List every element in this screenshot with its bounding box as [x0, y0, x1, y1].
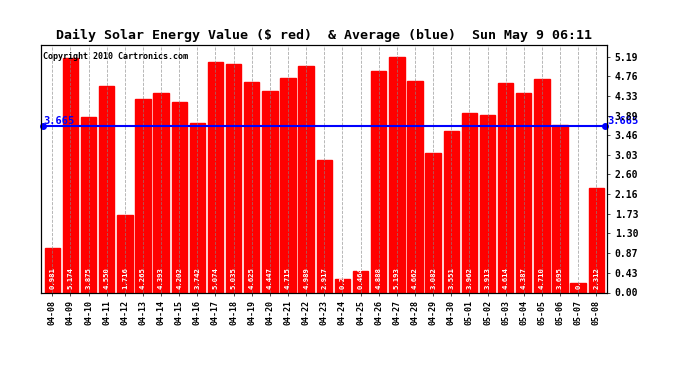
- Text: 4.387: 4.387: [521, 267, 526, 289]
- Text: 4.710: 4.710: [539, 267, 545, 289]
- Bar: [462, 112, 477, 292]
- Text: 5.174: 5.174: [68, 267, 73, 289]
- Text: 5.193: 5.193: [394, 267, 400, 289]
- Bar: [190, 123, 205, 292]
- Text: 3.665: 3.665: [607, 116, 638, 126]
- Text: 0.464: 0.464: [357, 267, 364, 289]
- Bar: [571, 283, 586, 292]
- Text: 3.082: 3.082: [430, 267, 436, 289]
- Bar: [135, 99, 150, 292]
- Bar: [81, 117, 97, 292]
- Text: 4.393: 4.393: [158, 267, 164, 289]
- Text: 0.213: 0.213: [575, 267, 581, 289]
- Text: 4.447: 4.447: [267, 267, 273, 289]
- Text: 0.981: 0.981: [49, 267, 55, 289]
- Text: 3.962: 3.962: [466, 267, 473, 289]
- Text: 4.989: 4.989: [303, 267, 309, 289]
- Bar: [480, 115, 495, 292]
- Bar: [244, 82, 259, 292]
- Text: 4.265: 4.265: [140, 267, 146, 289]
- Text: 2.917: 2.917: [322, 267, 327, 289]
- Bar: [426, 153, 441, 292]
- Bar: [45, 248, 60, 292]
- Bar: [280, 78, 296, 292]
- Text: 3.695: 3.695: [557, 267, 563, 289]
- Text: 2.312: 2.312: [593, 267, 600, 289]
- Bar: [172, 102, 187, 292]
- Bar: [208, 62, 223, 292]
- Bar: [335, 279, 350, 292]
- Text: 5.074: 5.074: [213, 267, 219, 289]
- Bar: [389, 57, 404, 292]
- Bar: [516, 93, 531, 292]
- Text: 3.665: 3.665: [43, 116, 75, 126]
- Bar: [589, 188, 604, 292]
- Text: 4.550: 4.550: [104, 267, 110, 289]
- Bar: [63, 57, 78, 292]
- Text: 4.888: 4.888: [375, 267, 382, 289]
- Text: 5.035: 5.035: [230, 267, 237, 289]
- Text: 1.716: 1.716: [122, 267, 128, 289]
- Bar: [299, 66, 314, 292]
- Text: 4.625: 4.625: [249, 267, 255, 289]
- Title: Daily Solar Energy Value ($ red)  & Average (blue)  Sun May 9 06:11: Daily Solar Energy Value ($ red) & Avera…: [57, 29, 592, 42]
- Text: 3.551: 3.551: [448, 267, 454, 289]
- Text: 4.614: 4.614: [502, 267, 509, 289]
- Bar: [262, 90, 277, 292]
- Text: 3.875: 3.875: [86, 267, 92, 289]
- Bar: [371, 70, 386, 292]
- Bar: [117, 214, 132, 292]
- Text: Copyright 2010 Cartronics.com: Copyright 2010 Cartronics.com: [43, 53, 188, 62]
- Bar: [317, 160, 332, 292]
- Bar: [552, 125, 568, 292]
- Text: 4.662: 4.662: [412, 267, 418, 289]
- Bar: [153, 93, 169, 292]
- Text: 4.715: 4.715: [285, 267, 291, 289]
- Bar: [498, 83, 513, 292]
- Bar: [226, 64, 241, 292]
- Text: 0.299: 0.299: [339, 267, 346, 289]
- Bar: [534, 79, 550, 292]
- Text: 3.913: 3.913: [484, 267, 491, 289]
- Bar: [99, 86, 115, 292]
- Text: 3.742: 3.742: [195, 267, 200, 289]
- Bar: [407, 81, 423, 292]
- Bar: [353, 272, 368, 292]
- Bar: [444, 131, 459, 292]
- Text: 4.202: 4.202: [176, 267, 182, 289]
